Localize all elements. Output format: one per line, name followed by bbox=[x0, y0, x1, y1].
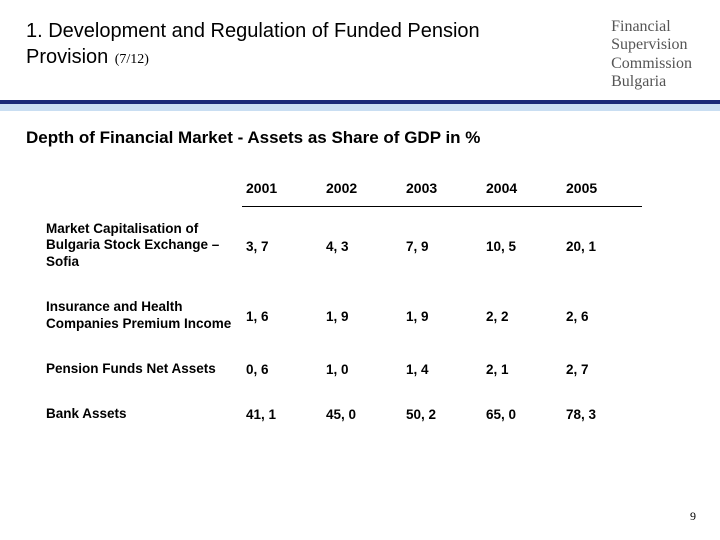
row-value: 1, 9 bbox=[402, 285, 482, 347]
table-header-year: 2001 bbox=[242, 172, 322, 207]
table-header-year: 2003 bbox=[402, 172, 482, 207]
header-rule bbox=[0, 100, 720, 111]
row-label: Pension Funds Net Assets bbox=[42, 347, 242, 392]
org-line: Bulgaria bbox=[611, 73, 692, 91]
subtitle: Depth of Financial Market - Assets as Sh… bbox=[26, 128, 694, 148]
row-value: 45, 0 bbox=[322, 392, 402, 437]
row-value: 78, 3 bbox=[562, 392, 642, 437]
table-header-blank bbox=[42, 172, 242, 207]
row-value: 1, 0 bbox=[322, 347, 402, 392]
slide: 1. Development and Regulation of Funded … bbox=[0, 0, 720, 540]
table-header-row: 2001 2002 2003 2004 2005 bbox=[42, 172, 642, 207]
row-value: 0, 6 bbox=[242, 347, 322, 392]
row-label: Market Capitalisation of Bulgaria Stock … bbox=[42, 207, 242, 286]
table-header-year: 2004 bbox=[482, 172, 562, 207]
row-value: 3, 7 bbox=[242, 207, 322, 286]
row-value: 2, 7 bbox=[562, 347, 642, 392]
page-title-pager: (7/12) bbox=[115, 52, 149, 67]
page-number: 9 bbox=[690, 509, 696, 524]
org-line: Supervision bbox=[611, 36, 692, 54]
page-title: 1. Development and Regulation of Funded … bbox=[26, 20, 480, 68]
row-label: Insurance and Health Companies Premium I… bbox=[42, 285, 242, 347]
title-block: 1. Development and Regulation of Funded … bbox=[26, 18, 506, 70]
table-header-year: 2002 bbox=[322, 172, 402, 207]
table-body: Market Capitalisation of Bulgaria Stock … bbox=[42, 207, 642, 437]
org-line: Commission bbox=[611, 55, 692, 73]
row-value: 20, 1 bbox=[562, 207, 642, 286]
table-row: Pension Funds Net Assets 0, 6 1, 0 1, 4 … bbox=[42, 347, 642, 392]
table-row: Insurance and Health Companies Premium I… bbox=[42, 285, 642, 347]
row-value: 1, 6 bbox=[242, 285, 322, 347]
row-value: 2, 2 bbox=[482, 285, 562, 347]
table-row: Market Capitalisation of Bulgaria Stock … bbox=[42, 207, 642, 286]
row-value: 41, 1 bbox=[242, 392, 322, 437]
table-row: Bank Assets 41, 1 45, 0 50, 2 65, 0 78, … bbox=[42, 392, 642, 437]
row-value: 1, 9 bbox=[322, 285, 402, 347]
row-value: 4, 3 bbox=[322, 207, 402, 286]
row-value: 65, 0 bbox=[482, 392, 562, 437]
row-value: 2, 6 bbox=[562, 285, 642, 347]
data-table: 2001 2002 2003 2004 2005 Market Capitali… bbox=[42, 172, 642, 437]
org-name: Financial Supervision Commission Bulgari… bbox=[611, 18, 692, 92]
row-value: 50, 2 bbox=[402, 392, 482, 437]
row-value: 1, 4 bbox=[402, 347, 482, 392]
row-value: 7, 9 bbox=[402, 207, 482, 286]
rule-light bbox=[0, 104, 720, 111]
header: 1. Development and Regulation of Funded … bbox=[0, 0, 720, 96]
table-header-year: 2005 bbox=[562, 172, 642, 207]
org-line: Financial bbox=[611, 18, 692, 36]
row-label: Bank Assets bbox=[42, 392, 242, 437]
row-value: 2, 1 bbox=[482, 347, 562, 392]
table-container: 2001 2002 2003 2004 2005 Market Capitali… bbox=[42, 172, 642, 437]
row-value: 10, 5 bbox=[482, 207, 562, 286]
